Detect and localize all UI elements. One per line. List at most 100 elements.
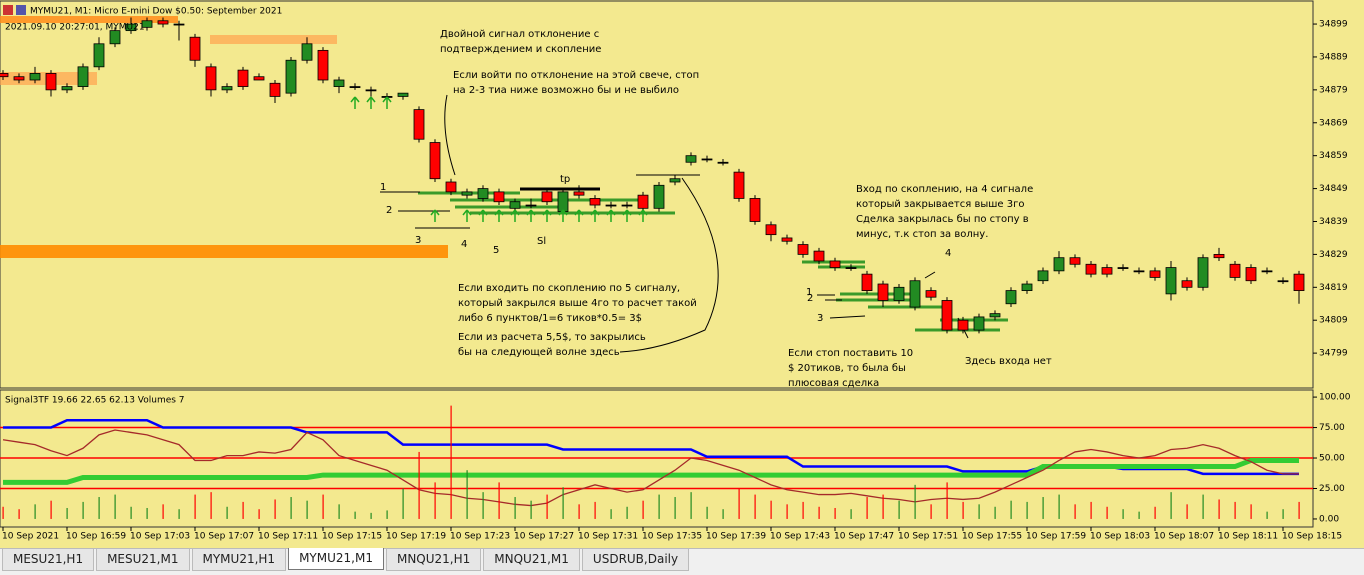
annotation: который закрывается выше 3го bbox=[856, 199, 1024, 210]
volume-bar bbox=[1090, 501, 1092, 519]
candle-body bbox=[1165, 267, 1177, 295]
x-tick-label: 10 Sep 18:15 bbox=[1282, 532, 1342, 542]
signal-arrow bbox=[606, 209, 616, 222]
x-tick-label: 10 Sep 17:59 bbox=[1026, 532, 1086, 542]
candle-body bbox=[333, 79, 345, 87]
y-tick-label: 34849 bbox=[1319, 184, 1348, 194]
volume-bar bbox=[306, 500, 308, 519]
candle-body bbox=[989, 313, 1001, 318]
y-tick-label: 25.00 bbox=[1319, 484, 1345, 494]
volume-bar bbox=[914, 484, 916, 519]
signal-arrow bbox=[638, 209, 648, 222]
candle-body bbox=[461, 191, 473, 196]
volume-bar bbox=[1282, 509, 1284, 519]
candle-body bbox=[173, 23, 185, 26]
volume-bar bbox=[1042, 497, 1044, 519]
candle-body bbox=[365, 89, 377, 92]
point-label: 1 bbox=[806, 287, 812, 298]
candle-body bbox=[509, 201, 521, 209]
volume-bar bbox=[1218, 499, 1220, 519]
volume-bar bbox=[1266, 511, 1268, 519]
signal-arrow bbox=[366, 96, 376, 109]
y-tick-label: 34829 bbox=[1319, 250, 1348, 260]
x-tick-label: 10 Sep 17:35 bbox=[642, 532, 702, 542]
volume-bar bbox=[610, 509, 612, 519]
candle-body bbox=[0, 73, 9, 78]
candle-body bbox=[109, 30, 121, 45]
candle-body bbox=[445, 181, 457, 193]
candle-body bbox=[1101, 267, 1113, 275]
x-tick-label: 10 Sep 17:15 bbox=[322, 532, 382, 542]
volume-bar bbox=[290, 497, 292, 519]
candle-body bbox=[221, 86, 233, 91]
volume-bar bbox=[162, 504, 164, 519]
chart-tab[interactable]: MESU21,H1 bbox=[2, 549, 95, 571]
annotation: Если входить по скоплению по 5 сигналу, bbox=[458, 283, 680, 294]
candle-body bbox=[1277, 280, 1289, 283]
chart-subtitle: 2021.09.10 20:27:01, MYMU21 bbox=[5, 23, 145, 33]
y-tick-label: 34799 bbox=[1319, 349, 1348, 359]
volume-bar bbox=[834, 507, 836, 519]
chart-tab[interactable]: MNQU21,H1 bbox=[385, 549, 482, 571]
chart-tab[interactable]: MYMU21,M1 bbox=[288, 548, 384, 570]
x-tick-label: 10 Sep 17:19 bbox=[386, 532, 446, 542]
chart-title: MYMU21, M1: Micro E-mini Dow $0.50: Sept… bbox=[30, 7, 282, 17]
annotation: Здесь входа нет bbox=[965, 356, 1052, 367]
x-tick-label: 10 Sep 18:11 bbox=[1218, 532, 1278, 542]
candle-body bbox=[413, 109, 425, 140]
volume-bar bbox=[674, 497, 676, 519]
chart-tab[interactable]: USDRUB,Daily bbox=[581, 549, 690, 571]
candle-body bbox=[1021, 283, 1033, 291]
candle-body bbox=[973, 316, 985, 331]
signal-arrow bbox=[382, 96, 392, 109]
volume-bar bbox=[114, 494, 116, 519]
signal-arrow bbox=[510, 209, 520, 222]
point-label: 1 bbox=[380, 182, 386, 193]
annotation: Если стоп поставить 10 bbox=[788, 348, 913, 359]
zone bbox=[0, 16, 178, 23]
volume-bar bbox=[82, 501, 84, 519]
candle-body bbox=[493, 191, 505, 203]
volume-bar bbox=[466, 470, 468, 519]
volume-bar bbox=[450, 405, 452, 519]
chart-tab[interactable]: MESU21,M1 bbox=[96, 549, 190, 571]
drawn-lines bbox=[380, 94, 969, 353]
point-label: 2 bbox=[386, 205, 392, 216]
volume-bar bbox=[1138, 511, 1140, 519]
volume-bar bbox=[1058, 494, 1060, 519]
x-tick-label: 10 Sep 17:27 bbox=[514, 532, 574, 542]
volume-bar bbox=[562, 487, 564, 519]
icon bbox=[3, 5, 13, 15]
point-label: 4 bbox=[461, 239, 467, 250]
point-label: Sl bbox=[537, 236, 546, 247]
annotation: Если войти по отклонение на этой свече, … bbox=[453, 70, 699, 81]
volume-bar bbox=[1026, 501, 1028, 519]
candle-body bbox=[797, 244, 809, 255]
candle-body bbox=[589, 198, 601, 206]
candle-body bbox=[605, 204, 617, 207]
volume-bar bbox=[994, 506, 996, 519]
y-tick-label: 34839 bbox=[1319, 217, 1348, 227]
candle-body bbox=[1117, 267, 1129, 269]
candle-body bbox=[253, 76, 265, 81]
candle-body bbox=[1213, 253, 1225, 259]
y-tick-label: 100.00 bbox=[1319, 393, 1351, 403]
volume-bar bbox=[1170, 492, 1172, 519]
annotation: $ 20тиков, то была бы bbox=[788, 363, 906, 374]
volume-bar bbox=[706, 506, 708, 519]
volume-bar bbox=[194, 494, 196, 519]
chart-tab[interactable]: MNQU21,M1 bbox=[483, 549, 580, 571]
volume-bar bbox=[98, 497, 100, 519]
annotation: Сделка закрылась бы по стопу в bbox=[856, 214, 1029, 225]
candle-body bbox=[685, 155, 697, 163]
indicator-title: Signal3TF 19.66 22.65 62.13 Volumes 7 bbox=[5, 396, 185, 406]
annotation: бы на следующей волне здесь bbox=[458, 347, 620, 358]
volume-bar bbox=[514, 497, 516, 519]
y-tick-label: 34899 bbox=[1319, 20, 1348, 30]
volume-bar bbox=[530, 500, 532, 519]
chart-tab[interactable]: MYMU21,H1 bbox=[191, 549, 287, 571]
volume-bar bbox=[882, 494, 884, 519]
volume-bar bbox=[626, 506, 628, 519]
candle-body bbox=[1085, 263, 1097, 275]
